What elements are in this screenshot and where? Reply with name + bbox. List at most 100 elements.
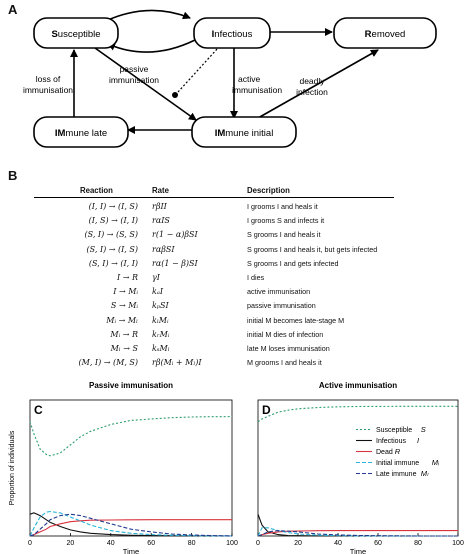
reaction-row: I → Mᵢ kₐI active immunisation [22, 287, 462, 301]
series-line-s [258, 406, 458, 422]
chart-title: Active immunisation [319, 381, 397, 390]
x-tick-label: 100 [226, 540, 238, 547]
series-line-i [258, 514, 458, 536]
reaction-row: (I, I) → (I, S) rβII I grooms I and heals … [22, 202, 462, 216]
description-cell: initial M dies of infection [247, 330, 323, 339]
reaction-cell: (M, I) → (M, S) [28, 358, 138, 367]
reaction-row: (S, I) → (S, S) r(1 − α)βSI S grooms I and… [22, 230, 462, 244]
description-cell: S grooms I and gets infected [247, 259, 339, 268]
reaction-cell: (S, I) → (I, I) [28, 259, 138, 268]
x-tick-label: 0 [28, 540, 32, 547]
loss-label-2: immunisation [23, 85, 73, 95]
legend-symbol: I [417, 436, 419, 445]
series-line-ml [30, 514, 232, 536]
charts-area: Passive immunisation C 0 20 40 60 80 100 Time Pro… [0, 374, 474, 554]
legend-symbol: Mₗ [421, 469, 429, 478]
x-tick-label: 100 [452, 540, 464, 547]
node-immune-initial-label: IMmune initial [215, 128, 274, 139]
y-axis-label: Proportion of individuals [9, 430, 16, 505]
deadly-label-2: infection [296, 87, 328, 97]
passive-label-2: immunisation [109, 75, 159, 85]
x-tick-label: 40 [334, 540, 342, 547]
edge-i-to-s [108, 40, 195, 52]
rate-cell: rα(1 − β)SI [152, 259, 198, 268]
legend-symbol: Mᵢ [432, 458, 440, 467]
state-diagram: Susceptible Infectious Removed IMmune la… [0, 0, 474, 170]
reaction-cell: (I, I) → (I, S) [28, 202, 138, 211]
reaction-row: (I, S) → (I, I) rαIS I grooms S and infect… [22, 216, 462, 230]
description-cell: S grooms I and heals it [247, 230, 321, 239]
rate-cell: kᵣMᵢ [152, 330, 169, 339]
reaction-row: (S, I) → (I, I) rα(1 − β)SI S grooms I and… [22, 259, 462, 273]
legend-label: Initial immune [376, 460, 419, 467]
node-immune-late-label: IMmune late [55, 128, 107, 139]
x-tick-label: 0 [256, 540, 260, 547]
loss-label-1: loss of [36, 74, 61, 84]
legend-label: Dead [376, 449, 393, 456]
reaction-cell: Mₗ → S [28, 344, 138, 353]
description-cell: S grooms I and heals it, but gets infect… [247, 245, 377, 254]
reaction-row: Mᵢ → Mₗ kₗMᵢ initial M becomes late-stage … [22, 316, 462, 330]
panel-letter: D [262, 403, 271, 417]
rate-cell: rαβSI [152, 245, 175, 254]
description-cell: I dies [247, 273, 264, 282]
x-tick-label: 60 [374, 540, 382, 547]
rate-cell: kₐI [152, 287, 163, 296]
node-susceptible-label: Susceptible [51, 29, 100, 40]
rate-cell: r(1 − α)βSI [152, 230, 198, 239]
reaction-cell: S → Mᵢ [28, 301, 138, 310]
reaction-row: (M, I) → (M, S) rβ(Mᵢ + Mₗ)I M grooms I an… [22, 358, 462, 372]
legend-symbol: S [421, 425, 426, 434]
rate-cell: rαIS [152, 216, 170, 225]
active-label-1: active [238, 74, 260, 84]
rate-cell: γI [152, 273, 160, 282]
rate-cell: kₗMᵢ [152, 316, 169, 325]
panel-b-label: B [8, 168, 17, 183]
reaction-cell: (S, I) → (I, S) [28, 245, 138, 254]
rate-cell: kₚSI [152, 301, 169, 310]
x-tick-label: 80 [414, 540, 422, 547]
rate-cell: rβ(Mᵢ + Mₗ)I [152, 358, 202, 367]
description-cell: I grooms S and infects it [247, 216, 324, 225]
reaction-cell: Mᵢ → R [28, 330, 138, 339]
series-line-s [30, 417, 232, 456]
chart-title: Passive immunisation [89, 381, 173, 390]
reaction-cell: (I, S) → (I, I) [28, 216, 138, 225]
x-axis-label: Time [350, 547, 366, 554]
x-tick-label: 20 [67, 540, 75, 547]
plot-frame [258, 400, 458, 536]
reaction-row: Mᵢ → R kᵣMᵢ initial M dies of infection [22, 330, 462, 344]
rate-cell: rβII [152, 202, 167, 211]
reaction-row: I → R γI I dies [22, 273, 462, 287]
x-tick-label: 20 [294, 540, 302, 547]
header-rate: Rate [152, 186, 169, 195]
x-tick-label: 40 [107, 540, 115, 547]
header-reaction: Reaction [80, 186, 113, 195]
series-line-mi [258, 528, 458, 536]
x-tick-label: 60 [147, 540, 155, 547]
legend-label: Susceptible [376, 427, 412, 434]
description-cell: I grooms I and heals it [247, 202, 318, 211]
reaction-cell: Mᵢ → Mₗ [28, 316, 138, 325]
reaction-row: S → Mᵢ kₚSI passive immunisation [22, 301, 462, 315]
edge-passive-catalyst [178, 48, 218, 92]
description-cell: initial M becomes late-stage M [247, 316, 344, 325]
reaction-cell: (S, I) → (S, S) [28, 230, 138, 239]
reaction-cell: I → Mᵢ [28, 287, 138, 296]
description-cell: active immunisation [247, 287, 310, 296]
reaction-row: (S, I) → (I, S) rαβSI S grooms I and heals… [22, 245, 462, 259]
header-description: Description [247, 186, 290, 195]
series-line-i [30, 513, 232, 536]
catalyst-dot [172, 92, 178, 98]
passive-label-1: passive [120, 64, 149, 74]
legend-symbol: R [395, 447, 401, 456]
description-cell: passive immunisation [247, 301, 316, 310]
x-tick-label: 80 [188, 540, 196, 547]
header-rule [34, 197, 394, 198]
node-removed-label: Removed [365, 29, 406, 40]
active-label-2: immunisation [232, 85, 282, 95]
legend-label: Infectious [376, 438, 406, 445]
x-axis-label: Time [123, 547, 139, 554]
deadly-label-1: deadly [299, 76, 325, 86]
reaction-cell: I → R [28, 273, 138, 282]
